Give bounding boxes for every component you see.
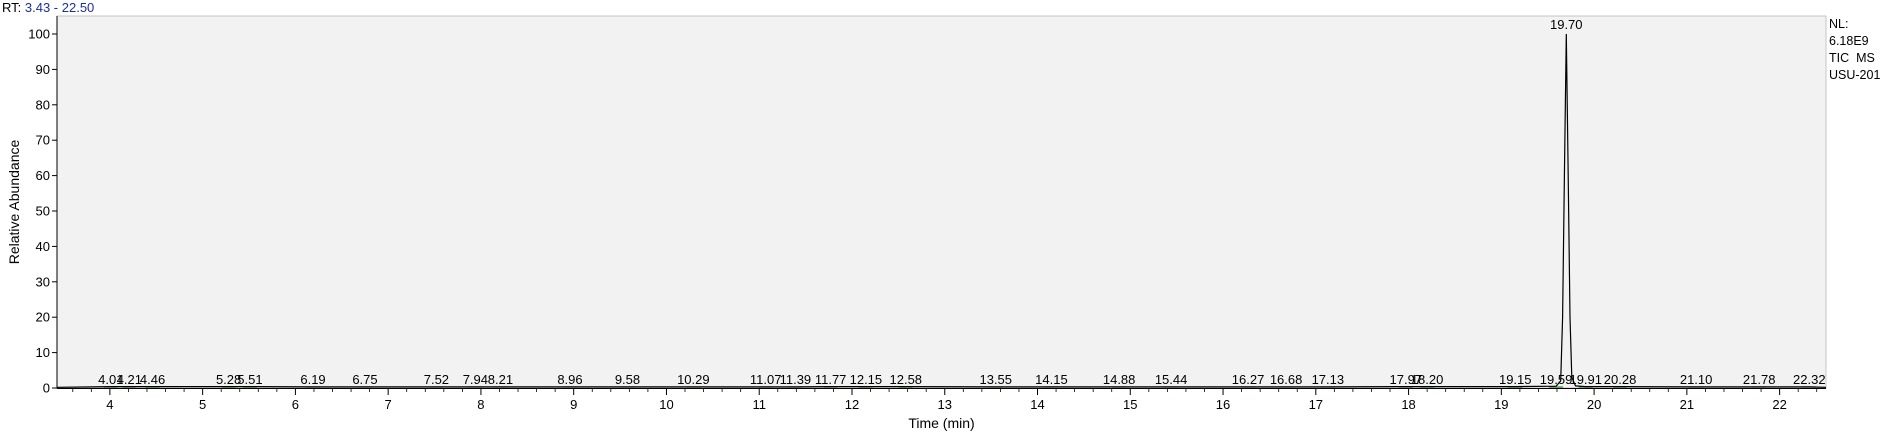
x-tick-label: 18 xyxy=(1401,397,1415,412)
y-tick-label: 70 xyxy=(36,133,50,148)
x-tick-label: 19 xyxy=(1494,397,1508,412)
x-tick-label: 17 xyxy=(1309,397,1323,412)
y-tick-label: 100 xyxy=(28,27,50,42)
peak-label: 17.97 xyxy=(1390,372,1423,387)
nl-value: 6.18E9 xyxy=(1829,34,1869,48)
y-axis-ticks: 0 10 20 30 40 50 60 70 80 90 100 xyxy=(28,27,57,396)
x-tick-label: 14 xyxy=(1030,397,1044,412)
tic-trace-line xyxy=(56,33,1827,388)
peak-label: 4.46 xyxy=(140,372,165,387)
peak-labels: 19.70 4.014.214.46 5.285.51 6.19 6.75 7.52 7.9… xyxy=(98,17,1825,387)
x-tick-label: 20 xyxy=(1587,397,1601,412)
peak-label: 17.13 xyxy=(1312,372,1345,387)
scan-type: TIC MS xyxy=(1829,51,1875,65)
peak-label: 19.70 xyxy=(1550,17,1583,32)
y-tick-label: 0 xyxy=(43,381,50,396)
rt-label: RT: xyxy=(2,0,22,15)
peak-label: 7.52 xyxy=(424,372,449,387)
peak-label: 16.27 xyxy=(1232,372,1265,387)
peak-label: 21.10 xyxy=(1680,372,1713,387)
plot-area xyxy=(56,15,1827,389)
x-tick-label: 7 xyxy=(385,397,392,412)
peak-label: 12.15 xyxy=(850,372,883,387)
peak-label: 7.94 xyxy=(463,372,488,387)
x-axis-ticks: 4 5 6 7 8 9 10 11 12 13 14 15 16 17 18 19 20 21 22 xyxy=(72,388,1818,412)
x-tick-label: 6 xyxy=(292,397,299,412)
peak-label: 18.20 xyxy=(1411,372,1444,387)
peak-label: 14.15 xyxy=(1035,372,1068,387)
x-tick-label: 21 xyxy=(1680,397,1694,412)
peak-label: 5.28 xyxy=(216,372,241,387)
peak-label: 11.39 xyxy=(780,372,812,387)
y-axis-title: Relative Abundance xyxy=(6,140,22,265)
rt-range-value: 3.43 - 22.50 xyxy=(24,0,95,15)
peak-label: 19.91 xyxy=(1569,372,1602,387)
x-tick-label: 11 xyxy=(752,397,766,412)
peak-label: 16.68 xyxy=(1270,372,1303,387)
y-tick-label: 60 xyxy=(36,168,50,183)
peak-label: 15.44 xyxy=(1155,372,1188,387)
trace-info: NL: 6.18E9 TIC MS USU-201 xyxy=(1829,16,1880,84)
y-tick-label: 80 xyxy=(36,97,50,112)
peak-label: 12.58 xyxy=(890,372,923,387)
x-tick-label: 8 xyxy=(477,397,484,412)
peak-label: 4.21 xyxy=(117,372,142,387)
nl-label: NL: xyxy=(1829,17,1849,31)
peak-label: 8.21 xyxy=(488,372,513,387)
x-tick-label: 22 xyxy=(1772,397,1786,412)
peak-label: 11.07 xyxy=(750,372,782,387)
axes xyxy=(56,16,1826,389)
y-tick-label: 50 xyxy=(36,204,50,219)
peak-label: 6.19 xyxy=(300,372,325,387)
peak-label: 21.78 xyxy=(1743,372,1776,387)
peak-label: 19.15 xyxy=(1499,372,1532,387)
x-tick-label: 5 xyxy=(199,397,206,412)
x-tick-label: 15 xyxy=(1123,397,1137,412)
x-tick-label: 16 xyxy=(1216,397,1230,412)
x-axis-title: Time (min) xyxy=(908,415,974,431)
peak-label: 14.88 xyxy=(1103,372,1136,387)
x-tick-label: 12 xyxy=(845,397,859,412)
x-tick-label: 9 xyxy=(570,397,577,412)
peak-label: 20.28 xyxy=(1604,372,1637,387)
peak-label: 6.75 xyxy=(352,372,377,387)
y-tick-label: 10 xyxy=(36,345,50,360)
x-tick-label: 4 xyxy=(106,397,113,412)
peak-label: 13.55 xyxy=(979,372,1012,387)
y-tick-label: 40 xyxy=(36,239,50,254)
y-tick-label: 20 xyxy=(36,310,50,325)
peak-label: 5.51 xyxy=(237,372,262,387)
peak-label: 22.32 xyxy=(1793,372,1826,387)
rt-range-header: RT: 3.43 - 22.50 xyxy=(2,0,94,15)
peak-label: 10.29 xyxy=(677,372,710,387)
sample-name: USU-201 xyxy=(1829,68,1881,82)
x-tick-label: 13 xyxy=(938,397,952,412)
y-tick-label: 90 xyxy=(36,62,50,77)
peak-label: 9.58 xyxy=(615,372,640,387)
x-tick-label: 10 xyxy=(659,397,673,412)
y-tick-label: 30 xyxy=(36,274,50,289)
peak-label: 4.01 xyxy=(98,372,123,387)
peak-label: 11.77 xyxy=(815,372,847,387)
peak-label: 19.59 xyxy=(1540,372,1573,387)
peak-label: 8.96 xyxy=(557,372,582,387)
